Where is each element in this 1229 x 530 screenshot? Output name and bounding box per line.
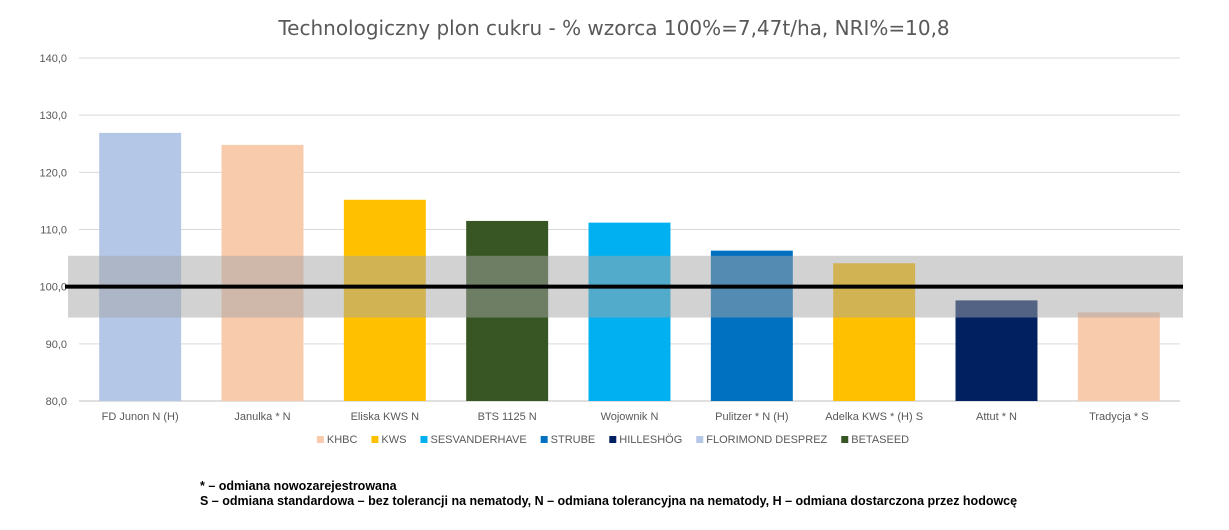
x-tick-label: Janulka * N (234, 411, 290, 423)
legend-label: SESVANDERHAVE (430, 434, 526, 446)
footnotes: * – odmiana nowozarejestrowana S – odmia… (200, 479, 1017, 509)
y-tick-label: 90,0 (46, 339, 67, 351)
y-tick-label: 140,0 (39, 53, 67, 65)
y-tick-label: 120,0 (39, 167, 67, 179)
y-tick-label: 130,0 (39, 110, 67, 122)
x-tick-label: Pulitzer * N (H) (715, 411, 788, 423)
chart-title: Technologiczny plon cukru - % wzorca 100… (277, 16, 949, 40)
nri-overlay (65, 255, 1183, 318)
x-tick-label: Wojownik N (601, 411, 659, 423)
x-tick-label: Eliska KWS N (351, 411, 420, 423)
legend-swatch (696, 436, 704, 443)
legend-label: HILLESHÖG (619, 434, 682, 446)
x-tick-label: Adelka KWS * (H) S (825, 411, 923, 423)
legend-swatch (316, 436, 324, 443)
legend-swatch (371, 436, 379, 443)
legend-label: FLORIMOND DESPREZ (706, 434, 827, 446)
legend-swatch (420, 436, 428, 443)
legend-swatch (609, 436, 617, 443)
footnote-new-variety: * – odmiana nowozarejestrowana (200, 479, 397, 493)
x-tick-label: Attut * N (976, 411, 1017, 423)
legend-label: KHBC (327, 434, 358, 446)
x-tick-label: FD Junon N (H) (102, 411, 179, 423)
legend: KHBC KWS SESVANDERHAVE STRUBE HILLESHÖG FLORI… (316, 434, 909, 446)
x-tick-label: Tradycja * S (1089, 411, 1149, 423)
y-tick-label: 110,0 (40, 225, 67, 237)
legend-swatch (841, 436, 849, 443)
footnote-legend-codes: S – odmiana standardowa – bez tolerancji… (200, 494, 1018, 508)
legend-swatch (540, 436, 548, 443)
y-tick-label: 80,0 (46, 396, 67, 408)
y-tick-label: 100,0 (39, 282, 67, 294)
legend-label: BETASEED (851, 434, 909, 446)
legend-label: STRUBE (551, 434, 596, 446)
y-axis: 80,0 90,0 100,0 110,0 120,0 130,0 140,0 (39, 53, 67, 408)
x-axis: FD Junon N (H) Janulka * N Eliska KWS N BTS… (102, 411, 1149, 423)
x-tick-label: BTS 1125 N (478, 411, 537, 423)
bar (1077, 312, 1160, 401)
legend-label: KWS (381, 434, 406, 446)
